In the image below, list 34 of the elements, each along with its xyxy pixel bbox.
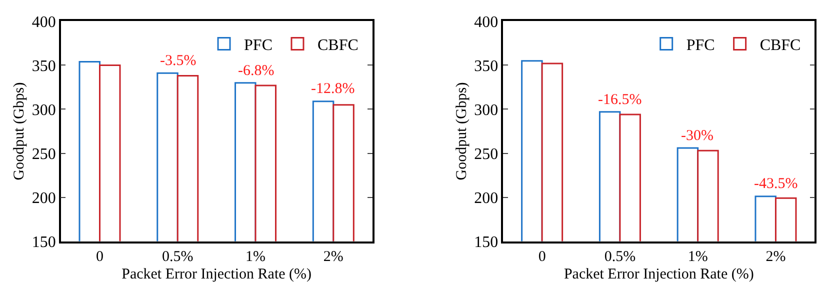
annotation: -6.8%: [238, 63, 274, 79]
annotation: -12.8%: [311, 81, 355, 97]
y-tick-label: 400: [474, 14, 498, 31]
y-tick-label: 250: [32, 146, 56, 163]
x-tick-label: 0.5%: [604, 249, 636, 266]
x-tick-label: 1%: [688, 249, 708, 266]
legend-label: CBFC: [760, 37, 801, 54]
y-tick-label: 400: [32, 14, 56, 31]
annotation: -16.5%: [598, 92, 642, 108]
x-tick-label: 2%: [323, 249, 344, 266]
x-tick-label: 0.5%: [162, 249, 194, 266]
y-tick-label: 200: [474, 190, 498, 207]
y-axis-title: Goodput (Gbps): [454, 82, 470, 180]
y-tick-label: 350: [474, 58, 498, 75]
y-axis-title: Goodput (Gbps): [12, 82, 28, 180]
legend-label: PFC: [244, 37, 272, 54]
x-axis-title: Packet Error Injection Rate (%): [564, 266, 754, 283]
x-tick-label: 0: [96, 249, 104, 266]
y-tick-label: 150: [32, 234, 56, 251]
y-tick-label: 200: [32, 190, 56, 207]
x-tick-label: 0: [538, 249, 546, 266]
x-axis-title: Packet Error Injection Rate (%): [122, 266, 312, 283]
annotation: -43.5%: [754, 176, 798, 192]
annotation: -30%: [681, 128, 714, 144]
legend-label: PFC: [686, 37, 715, 54]
annotation: -3.5%: [160, 53, 196, 69]
y-tick-label: 300: [474, 102, 498, 119]
y-tick-label: 150: [474, 234, 498, 251]
y-tick-label: 300: [32, 102, 56, 119]
y-tick-label: 250: [474, 146, 498, 163]
y-tick-label: 350: [32, 58, 56, 75]
legend-label: CBFC: [317, 37, 358, 54]
x-tick-label: 2%: [766, 249, 786, 266]
x-tick-label: 1%: [246, 249, 266, 266]
